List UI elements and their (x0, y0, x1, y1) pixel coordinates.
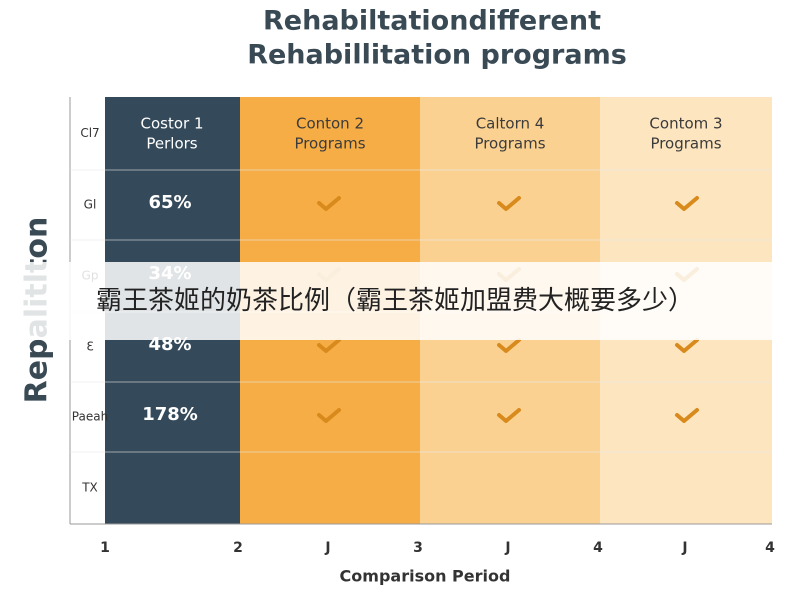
checkmark (675, 196, 699, 211)
row-label: Ɛ (86, 340, 93, 354)
title-line: Rehabillitation programs (247, 40, 627, 71)
column-header: Costor 1 (140, 115, 203, 133)
cell-value: 178% (142, 404, 198, 425)
cell-value: 65% (148, 192, 191, 213)
checkmark (675, 338, 699, 353)
row-label: Gl (84, 198, 97, 212)
x-tick-label: 1 (100, 540, 110, 556)
checkmark (675, 408, 699, 423)
column-header: Programs (294, 135, 365, 153)
x-tick-label: 4 (765, 540, 775, 556)
row-label: Paeah (72, 410, 108, 424)
banner (0, 262, 800, 340)
x-tick-label: J (324, 540, 330, 556)
x-tick-label: J (504, 540, 510, 556)
column-header: Caltorn 4 (476, 115, 545, 133)
x-tick-label: J (681, 540, 687, 556)
column-header: Programs (474, 135, 545, 153)
column-header: Conton 2 (296, 115, 364, 133)
x-tick-label: 2 (233, 540, 243, 556)
x-axis-label: Comparison Period (340, 567, 511, 586)
column-header: Contom 3 (649, 115, 722, 133)
checkmark (317, 408, 341, 423)
checkmark (317, 196, 341, 211)
checkmark (497, 196, 521, 211)
x-tick-label: 4 (593, 540, 603, 556)
checkmark (317, 338, 341, 353)
checkmark (497, 338, 521, 353)
column-header: Perlors (146, 135, 197, 153)
checkmark (497, 408, 521, 423)
banner-text: 霸王茶姬的奶茶比例（霸王茶姬加盟费大概要多少） (96, 285, 694, 315)
title-line: Rehabiltationdifferent (263, 6, 601, 37)
column-header: Programs (650, 135, 721, 153)
row-label: TX (81, 481, 98, 495)
row-label: Cl7 (80, 126, 99, 140)
x-tick-label: 3 (413, 540, 423, 556)
